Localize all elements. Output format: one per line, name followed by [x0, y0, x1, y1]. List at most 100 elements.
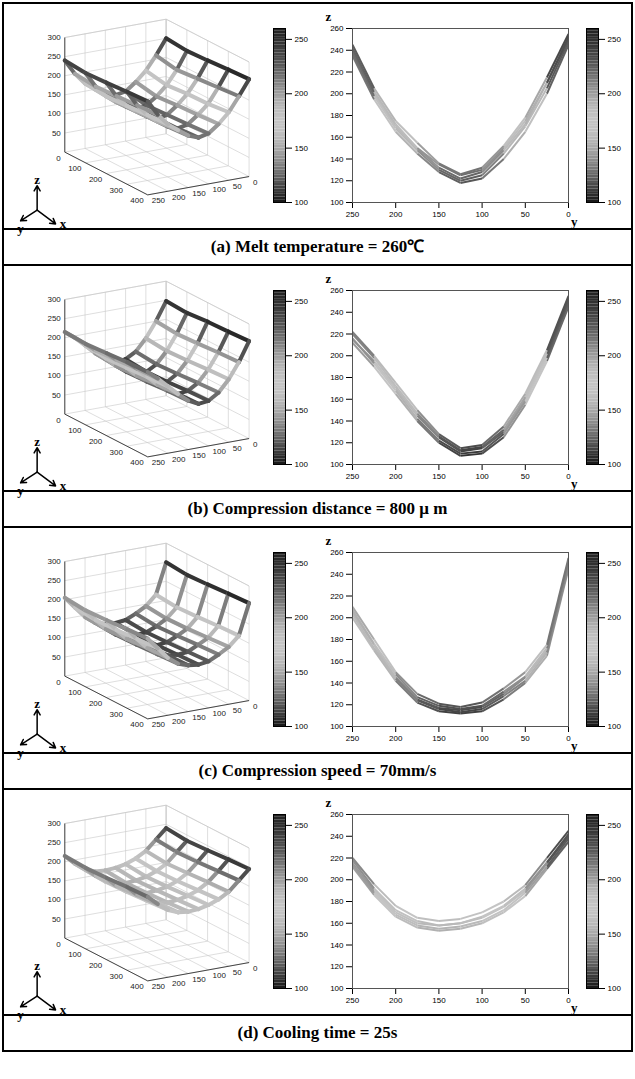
svg-text:100: 100: [608, 722, 622, 731]
svg-text:250: 250: [608, 35, 622, 44]
svg-text:240: 240: [330, 46, 344, 55]
svg-text:250: 250: [294, 297, 308, 306]
svg-text:100: 100: [47, 109, 61, 118]
svg-text:150: 150: [432, 734, 446, 743]
svg-text:0: 0: [253, 178, 258, 187]
svg-text:220: 220: [330, 68, 344, 77]
svg-text:250: 250: [151, 720, 165, 729]
svg-text:200: 200: [330, 613, 344, 622]
svg-text:100: 100: [330, 198, 344, 207]
svg-text:250: 250: [294, 35, 308, 44]
svg-text:150: 150: [608, 406, 622, 415]
svg-text:250: 250: [294, 821, 308, 830]
svg-text:0: 0: [253, 964, 258, 973]
svg-text:400: 400: [130, 196, 144, 205]
svg-text:50: 50: [521, 472, 530, 481]
svg-text:100: 100: [212, 709, 226, 718]
svg-text:100: 100: [47, 895, 61, 904]
svg-text:x: x: [59, 478, 66, 493]
svg-text:300: 300: [47, 819, 61, 828]
svg-text:200: 200: [294, 89, 308, 98]
svg-text:y: y: [571, 476, 578, 491]
svg-text:300: 300: [109, 186, 123, 195]
svg-text:200: 200: [330, 875, 344, 884]
svg-text:180: 180: [330, 635, 344, 644]
svg-text:y: y: [571, 738, 578, 753]
svg-text:150: 150: [608, 144, 622, 153]
svg-text:0: 0: [253, 702, 258, 711]
svg-text:100: 100: [294, 722, 308, 731]
svg-text:100: 100: [476, 996, 490, 1005]
svg-text:250: 250: [47, 838, 61, 847]
svg-text:250: 250: [346, 734, 360, 743]
svg-text:250: 250: [151, 982, 165, 991]
svg-text:400: 400: [130, 982, 144, 991]
svg-text:100: 100: [330, 460, 344, 469]
svg-text:240: 240: [330, 832, 344, 841]
svg-text:220: 220: [330, 330, 344, 339]
svg-text:0: 0: [56, 678, 61, 687]
svg-text:300: 300: [109, 448, 123, 457]
svg-text:50: 50: [233, 182, 242, 191]
svg-text:300: 300: [109, 710, 123, 719]
svg-text:y: y: [17, 745, 24, 760]
svg-text:100: 100: [68, 950, 82, 959]
svg-text:250: 250: [151, 196, 165, 205]
svg-text:200: 200: [608, 613, 622, 622]
svg-text:100: 100: [294, 984, 308, 993]
svg-text:z: z: [34, 958, 40, 973]
svg-text:220: 220: [330, 592, 344, 601]
svg-text:100: 100: [608, 460, 622, 469]
svg-text:150: 150: [294, 144, 308, 153]
svg-text:400: 400: [130, 458, 144, 467]
svg-text:140: 140: [330, 155, 344, 164]
svg-text:z: z: [34, 696, 40, 711]
svg-text:150: 150: [432, 472, 446, 481]
svg-text:100: 100: [476, 210, 490, 219]
svg-text:100: 100: [608, 198, 622, 207]
svg-text:200: 200: [608, 89, 622, 98]
svg-text:200: 200: [47, 857, 61, 866]
svg-text:150: 150: [192, 975, 206, 984]
svg-text:120: 120: [330, 176, 344, 185]
svg-text:z: z: [34, 172, 40, 187]
svg-text:200: 200: [330, 89, 344, 98]
svg-text:y: y: [571, 1000, 578, 1015]
svg-text:0: 0: [56, 154, 61, 163]
svg-text:z: z: [326, 9, 332, 24]
svg-text:z: z: [326, 533, 332, 548]
svg-text:200: 200: [47, 595, 61, 604]
svg-text:100: 100: [68, 164, 82, 173]
svg-text:50: 50: [521, 996, 530, 1005]
svg-text:100: 100: [212, 447, 226, 456]
svg-text:50: 50: [233, 706, 242, 715]
svg-text:260: 260: [330, 548, 344, 557]
svg-text:120: 120: [330, 700, 344, 709]
svg-text:200: 200: [47, 71, 61, 80]
svg-text:300: 300: [109, 972, 123, 981]
svg-text:250: 250: [346, 210, 360, 219]
svg-text:140: 140: [330, 941, 344, 950]
svg-text:200: 200: [172, 193, 186, 202]
svg-text:y: y: [17, 221, 24, 236]
svg-text:150: 150: [47, 876, 61, 885]
svg-text:300: 300: [47, 295, 61, 304]
svg-text:150: 150: [432, 996, 446, 1005]
svg-text:50: 50: [52, 653, 61, 662]
svg-text:200: 200: [172, 717, 186, 726]
svg-text:100: 100: [68, 426, 82, 435]
svg-text:150: 150: [47, 90, 61, 99]
svg-text:160: 160: [330, 395, 344, 404]
svg-text:50: 50: [52, 915, 61, 924]
svg-text:200: 200: [389, 734, 403, 743]
svg-text:50: 50: [233, 968, 242, 977]
svg-text:150: 150: [608, 668, 622, 677]
svg-text:150: 150: [294, 930, 308, 939]
svg-text:220: 220: [330, 854, 344, 863]
svg-text:100: 100: [212, 971, 226, 980]
svg-text:0: 0: [253, 440, 258, 449]
svg-text:150: 150: [608, 930, 622, 939]
svg-text:250: 250: [294, 559, 308, 568]
svg-text:150: 150: [294, 668, 308, 677]
svg-text:300: 300: [47, 33, 61, 42]
